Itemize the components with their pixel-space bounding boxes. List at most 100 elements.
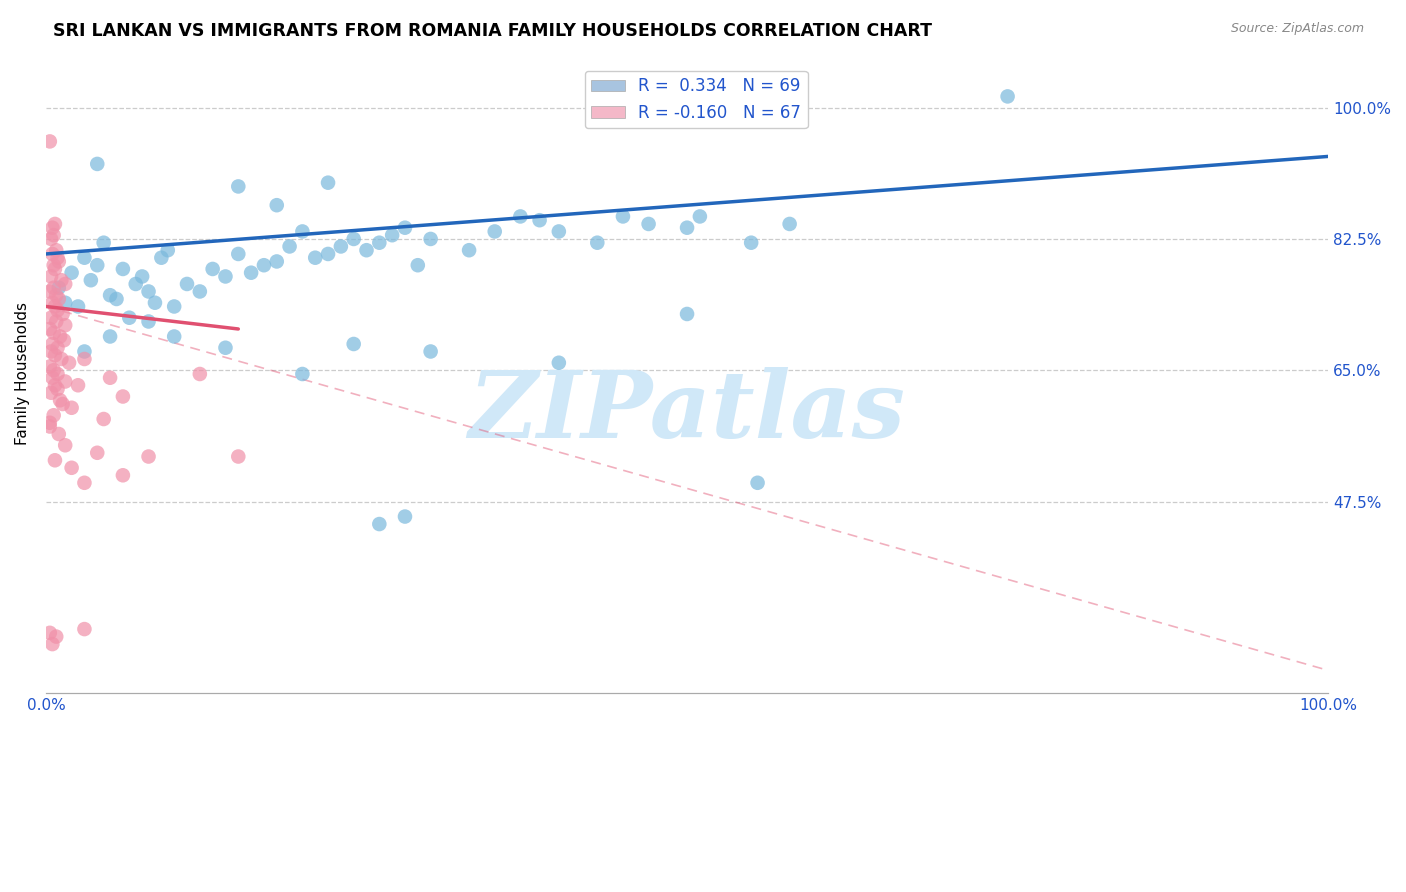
Point — [143, 295, 166, 310]
Point — [676, 307, 699, 321]
Point — [41, 370, 63, 384]
Point — [98, 370, 121, 384]
Point — [80, 273, 103, 287]
Point — [38, 419, 60, 434]
Point — [73, 344, 96, 359]
Point — [66, 300, 89, 314]
Point — [779, 217, 801, 231]
Point — [60, 266, 83, 280]
Point — [73, 475, 96, 490]
Point — [60, 401, 83, 415]
Point — [48, 292, 70, 306]
Point — [747, 475, 769, 490]
Point — [997, 89, 1019, 103]
Point — [188, 285, 211, 299]
Point — [214, 269, 236, 284]
Point — [266, 254, 288, 268]
Point — [612, 210, 634, 224]
Point — [38, 416, 60, 430]
Point — [39, 232, 62, 246]
Point — [214, 341, 236, 355]
Point — [41, 295, 63, 310]
Point — [316, 247, 339, 261]
Point — [394, 509, 416, 524]
Point — [49, 393, 72, 408]
Point — [46, 367, 69, 381]
Point — [53, 438, 76, 452]
Point — [42, 363, 65, 377]
Point — [39, 269, 62, 284]
Point — [73, 622, 96, 636]
Point — [138, 285, 160, 299]
Point — [86, 258, 108, 272]
Point — [586, 235, 609, 250]
Point — [73, 251, 96, 265]
Point — [46, 382, 69, 396]
Point — [226, 450, 249, 464]
Point — [93, 235, 115, 250]
Point — [39, 310, 62, 325]
Point — [41, 637, 63, 651]
Point — [41, 337, 63, 351]
Point — [41, 220, 63, 235]
Point — [52, 397, 75, 411]
Point — [44, 300, 66, 314]
Point — [60, 460, 83, 475]
Point — [419, 344, 441, 359]
Text: SRI LANKAN VS IMMIGRANTS FROM ROMANIA FAMILY HOUSEHOLDS CORRELATION CHART: SRI LANKAN VS IMMIGRANTS FROM ROMANIA FA… — [53, 22, 932, 40]
Point — [44, 453, 66, 467]
Point — [150, 251, 173, 265]
Point — [278, 239, 301, 253]
Point — [368, 517, 391, 532]
Point — [131, 269, 153, 284]
Text: ZIPatlas: ZIPatlas — [468, 368, 905, 458]
Point — [381, 228, 404, 243]
Point — [42, 228, 65, 243]
Point — [111, 262, 134, 277]
Point — [111, 468, 134, 483]
Point — [48, 427, 70, 442]
Point — [45, 314, 67, 328]
Point — [266, 198, 288, 212]
Point — [105, 292, 128, 306]
Point — [637, 217, 659, 231]
Point — [39, 385, 62, 400]
Y-axis label: Family Households: Family Households — [15, 302, 30, 445]
Point — [291, 224, 314, 238]
Point — [38, 322, 60, 336]
Point — [39, 344, 62, 359]
Point — [547, 224, 569, 238]
Point — [163, 329, 186, 343]
Text: Source: ZipAtlas.com: Source: ZipAtlas.com — [1230, 22, 1364, 36]
Point — [509, 210, 531, 224]
Point — [240, 266, 263, 280]
Point — [53, 318, 76, 333]
Point — [86, 157, 108, 171]
Point — [58, 356, 80, 370]
Point — [125, 277, 148, 291]
Point — [188, 367, 211, 381]
Point — [163, 300, 186, 314]
Point — [66, 378, 89, 392]
Point — [304, 251, 326, 265]
Point — [49, 329, 72, 343]
Point — [343, 232, 366, 246]
Point — [86, 446, 108, 460]
Point — [343, 337, 366, 351]
Point — [73, 351, 96, 366]
Point — [38, 285, 60, 299]
Point — [53, 375, 76, 389]
Point — [253, 258, 276, 272]
Point — [38, 359, 60, 374]
Point — [316, 176, 339, 190]
Point — [93, 412, 115, 426]
Point — [52, 307, 75, 321]
Point — [42, 281, 65, 295]
Point — [118, 310, 141, 325]
Point — [51, 351, 73, 366]
Point — [44, 348, 66, 362]
Point — [138, 450, 160, 464]
Point — [38, 625, 60, 640]
Point — [547, 356, 569, 370]
Point — [41, 247, 63, 261]
